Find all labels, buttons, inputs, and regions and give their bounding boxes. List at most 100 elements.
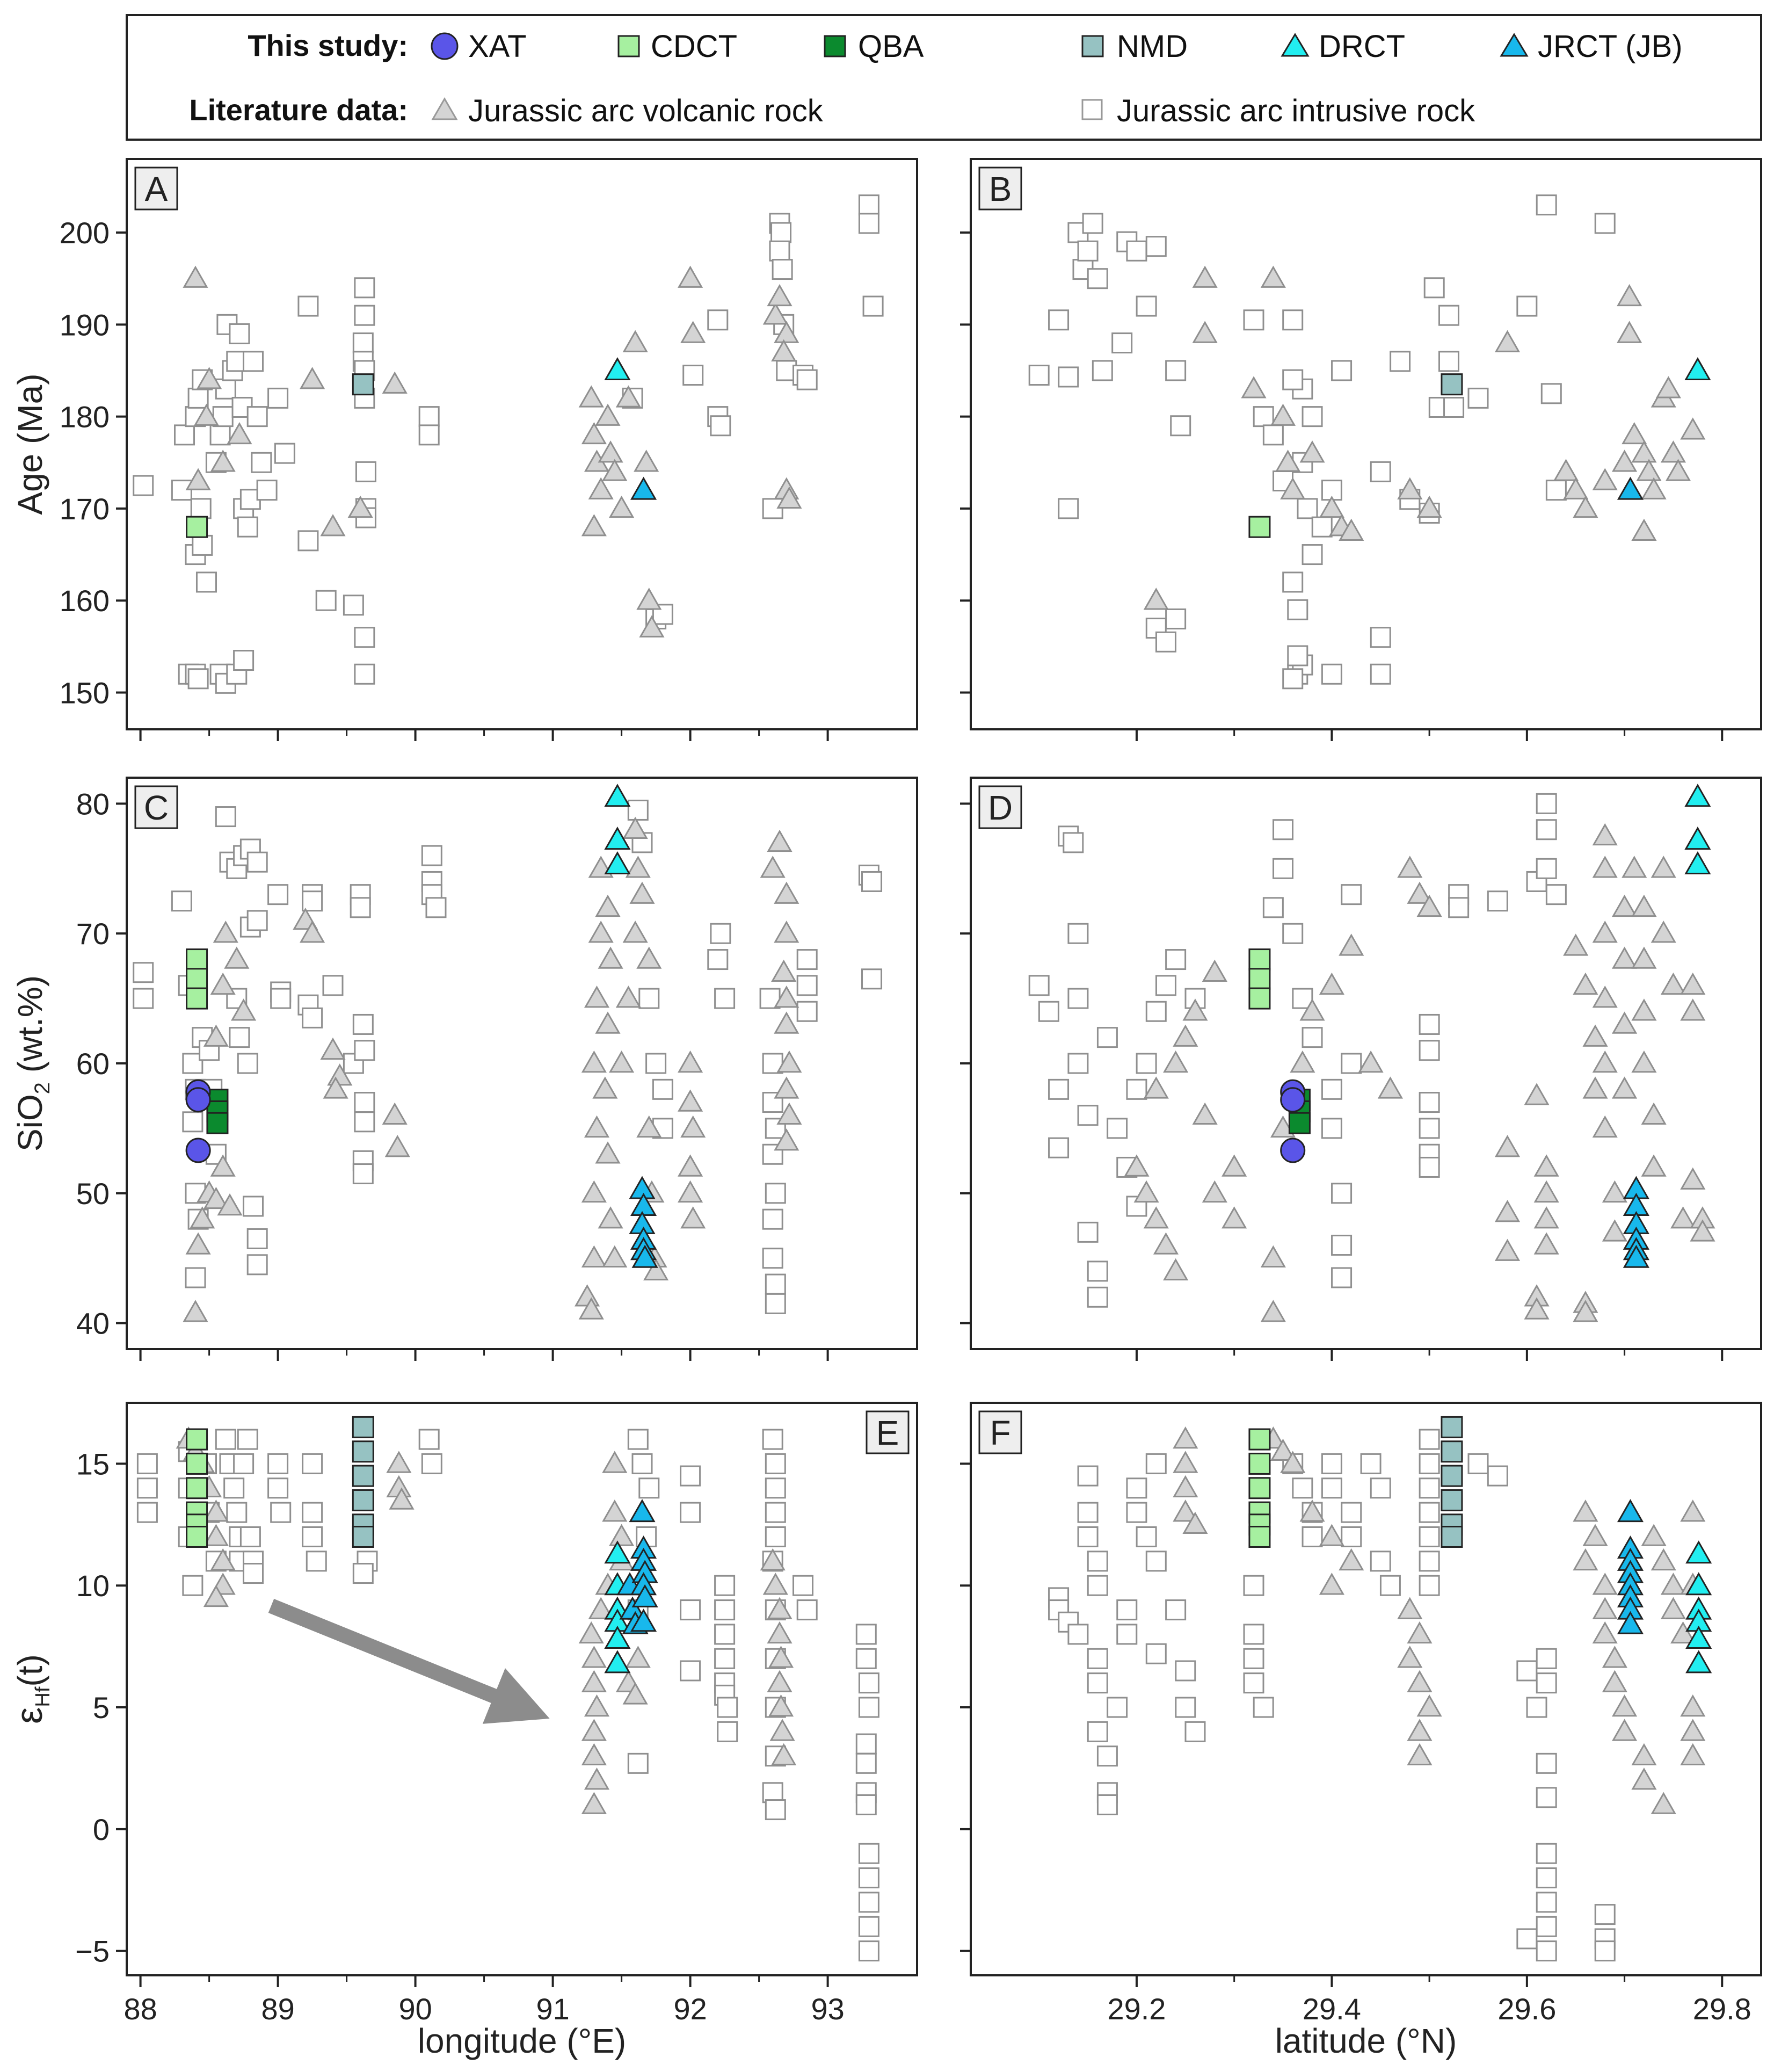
panel-a-jurassic-arc-intrusive-rock-point <box>354 277 375 299</box>
panel-d-jurassic-arc-intrusive-rock-point <box>1536 819 1557 841</box>
panel-d-jurassic-arc-volcanic-rock-point <box>1680 972 1706 995</box>
panel-f-jurassic-arc-volcanic-rock-point <box>1611 1694 1638 1717</box>
panel-c-jurassic-arc-volcanic-rock-point <box>678 1050 703 1073</box>
panel-c-jurassic-arc-intrusive-rock-point <box>645 1053 667 1074</box>
panel-d-drct-point <box>1684 827 1711 850</box>
panel-e-x-tick-label: 91 <box>536 1992 569 2026</box>
panel-a-jurassic-arc-intrusive-rock-point <box>251 452 272 473</box>
panel-f-jurassic-arc-intrusive-rock-point <box>1419 1477 1440 1499</box>
panel-c-jurassic-arc-volcanic-rock-point <box>776 1050 802 1073</box>
panel-c-jurassic-arc-intrusive-rock-point <box>710 923 731 944</box>
panel-d-jurassic-arc-intrusive-rock-point <box>1341 1053 1362 1074</box>
legend-frame <box>126 14 1762 141</box>
panel-b-jurassic-arc-intrusive-rock-point <box>1282 309 1304 331</box>
legend-nmd-marker <box>1081 35 1104 57</box>
panel-f-x-tick-label: 29.8 <box>1693 1992 1751 2026</box>
panel-e-jurassic-arc-intrusive-rock-point <box>796 1599 818 1621</box>
panel-a-jurassic-arc-volcanic-rock-point <box>320 514 346 537</box>
panel-b-jurassic-arc-volcanic-rock-point <box>1339 518 1364 541</box>
panel-e-drct-point <box>604 1540 631 1564</box>
panel-f-jurassic-arc-intrusive-rock-point <box>1321 1477 1342 1499</box>
panel-c-jurassic-arc-volcanic-rock-point <box>592 1076 618 1099</box>
panel-c-jurassic-arc-intrusive-rock-point <box>350 897 371 918</box>
panel-b-jurassic-arc-intrusive-rock-point <box>1282 571 1304 593</box>
panel-a-jurassic-arc-intrusive-rock-point <box>710 415 731 437</box>
panel-f-jurassic-arc-volcanic-rock-point <box>1651 1548 1676 1571</box>
panel-d-jurassic-arc-intrusive-rock-point <box>1165 949 1187 970</box>
panel-e-jurassic-arc-intrusive-rock-point <box>302 1502 323 1523</box>
panel-a-jurassic-arc-intrusive-rock-point <box>418 406 440 428</box>
panel-d-jurassic-arc-volcanic-rock-point <box>1592 823 1618 846</box>
panel-b-jurassic-arc-volcanic-rock-point <box>1617 321 1642 343</box>
panel-c-jurassic-arc-volcanic-rock-point <box>231 998 257 1021</box>
panel-d-jurassic-arc-intrusive-rock-point <box>1448 897 1470 918</box>
panel-e-jurassic-arc-volcanic-rock-point <box>203 1584 229 1607</box>
panel-f-jurassic-arc-volcanic-rock-point <box>1602 1646 1627 1668</box>
panel-d-jurassic-arc-intrusive-rock-point <box>1331 1235 1353 1256</box>
panel-a-letter-box <box>134 166 178 211</box>
panel-f-jurassic-arc-intrusive-rock-point <box>1536 1892 1557 1913</box>
panel-c-jurassic-arc-intrusive-rock-point <box>243 1196 264 1217</box>
panel-e-jurassic-arc-volcanic-rock-point <box>588 1597 614 1619</box>
panel-e-jurassic-arc-volcanic-rock-point <box>771 1743 797 1765</box>
panel-f-jurassic-arc-volcanic-rock-point <box>1631 1767 1657 1790</box>
panel-c-jurassic-arc-volcanic-rock-point <box>384 1135 410 1157</box>
panel-f-jurassic-arc-intrusive-rock-point <box>1341 1502 1362 1523</box>
panel-e-jurassic-arc-volcanic-rock-point <box>768 1694 794 1717</box>
panel-e-jurassic-arc-intrusive-rock-point <box>302 1453 323 1474</box>
panel-d-jurassic-arc-volcanic-rock-point <box>1651 921 1676 943</box>
panel-e-jurassic-arc-intrusive-rock-point <box>352 1563 374 1584</box>
panel-e-jurassic-arc-intrusive-rock-point <box>270 1502 292 1523</box>
panel-d-jurassic-arc-intrusive-rock-point <box>1048 1137 1070 1158</box>
ehf-rest: (t) <box>11 1654 49 1686</box>
panel-b-jurassic-arc-volcanic-rock-point <box>1592 468 1618 490</box>
panel-e-jurassic-arc-volcanic-rock-point <box>760 1548 786 1571</box>
panel-a-jurassic-arc-volcanic-rock-point <box>581 514 607 537</box>
panel-c-jurassic-arc-intrusive-rock-point <box>652 1078 673 1100</box>
panel-e-jurassic-arc-intrusive-rock-point <box>243 1563 264 1584</box>
panel-d-grid <box>960 802 1724 1361</box>
panel-b-jurassic-arc-intrusive-rock-point <box>1370 627 1391 648</box>
legend: This study: Literature data: XAT CDCT QB… <box>126 14 1762 141</box>
panel-e-cdct-point <box>186 1452 208 1475</box>
panel-c-jurassic-arc-intrusive-rock-point <box>638 988 660 1009</box>
panel-b-jurassic-arc-volcanic-rock-point <box>1192 321 1218 343</box>
panel-e-grid: 88 89 90 91 92 93 −5 0 5 10 15 <box>75 1447 845 2026</box>
panel-f-jurassic-arc-intrusive-rock-point <box>1077 1465 1099 1487</box>
panel-d-jurassic-arc-volcanic-rock-point <box>1494 1200 1521 1222</box>
panel-e-jurassic-arc-intrusive-rock-point <box>855 1752 877 1774</box>
panel-f-jurassic-arc-volcanic-rock-point <box>1670 1621 1696 1644</box>
panel-e-jurassic-arc-volcanic-rock-point <box>767 1670 793 1692</box>
panel-c-jurassic-arc-intrusive-rock-point <box>237 1053 258 1074</box>
panel-d-jurassic-arc-volcanic-rock-point <box>1592 856 1618 878</box>
panel-f-jurassic-arc-intrusive-rock-point <box>1419 1575 1440 1596</box>
panel-c-jurassic-arc-intrusive-rock-point <box>302 1007 323 1028</box>
sio2-main: SiO <box>11 1094 49 1151</box>
panel-d-jurassic-arc-volcanic-rock-point <box>1631 1050 1657 1073</box>
panel-e-y-tick-label: 15 <box>76 1447 110 1481</box>
panel-e-jurassic-arc-intrusive-rock-point <box>136 1477 158 1499</box>
panel-e-jurassic-arc-intrusive-rock-point <box>858 1916 879 1937</box>
panel-d-jurassic-arc-volcanic-rock-point <box>1611 946 1638 969</box>
panel-d-jurassic-arc-volcanic-rock-point <box>1651 856 1676 878</box>
panel-b-jurassic-arc-intrusive-rock-point <box>1287 645 1308 666</box>
panel-f-jurassic-arc-intrusive-rock-point <box>1087 1575 1108 1596</box>
panel-f-jurassic-arc-volcanic-rock-point <box>1397 1646 1423 1668</box>
panel-a-jurassic-arc-volcanic-rock-point <box>227 422 252 445</box>
panel-d-jurassic-arc-volcanic-rock-point <box>1680 1167 1706 1190</box>
panel-d-jurassic-arc-intrusive-rock-point <box>1155 975 1176 996</box>
panel-e-jurassic-arc-intrusive-rock-point <box>631 1453 653 1474</box>
panel-f-jurassic-arc-intrusive-rock-point <box>1077 1502 1099 1523</box>
panel-f-jurassic-arc-intrusive-rock-point <box>1526 1697 1547 1718</box>
panel-e-jurassic-arc-intrusive-rock-point <box>233 1453 255 1474</box>
panel-e-jurassic-arc-intrusive-rock-point <box>762 1429 783 1450</box>
panel-a-jurassic-arc-intrusive-rock-point <box>355 461 376 482</box>
panel-f-drct-point <box>1685 1540 1712 1564</box>
panel-c-jurassic-arc-volcanic-rock-point <box>213 921 238 943</box>
y-axis-title-age: Age (Ma) <box>11 373 49 515</box>
legend-jrct-marker <box>1500 33 1529 57</box>
panel-c-drct-point <box>604 827 631 850</box>
panel-c-jurassic-arc-volcanic-rock-point <box>224 946 250 969</box>
panel-c-jurassic-arc-volcanic-rock-point <box>774 921 799 943</box>
panel-d-jurassic-arc-intrusive-rock-point <box>1038 1001 1059 1022</box>
